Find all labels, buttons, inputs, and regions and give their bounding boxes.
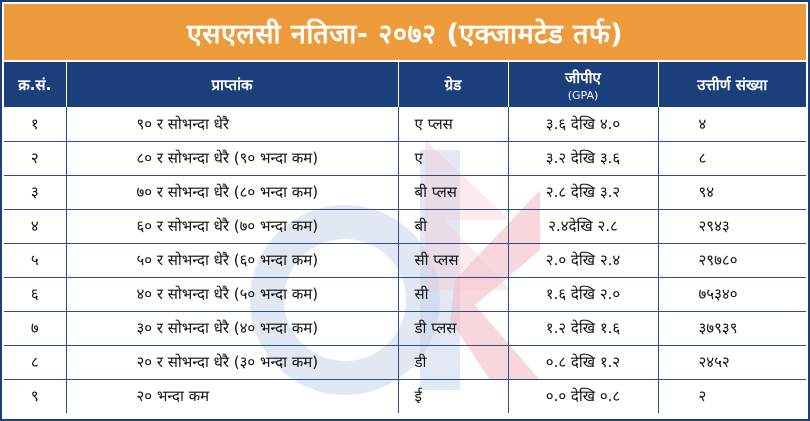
cell-grade: बी प्लस — [397, 175, 508, 210]
cell-passed: ७५३४० — [657, 277, 806, 312]
header-passed: उत्तीर्ण संख्या — [657, 62, 806, 107]
table-row: ९ २० भन्दा कम ई ०.० देखि ०.८ २ — [4, 379, 806, 413]
table-row: ४ ६० र सोभन्दा धेरै (७० भन्दा कम) बी २.४… — [4, 209, 806, 244]
table-row: ६ ४० र सोभन्दा धेरै (५० भन्दा कम) सी १.६… — [4, 277, 806, 312]
title-bar: एसएलसी नतिजा- २०७२ (एक्जामटेड तर्फ) — [4, 4, 806, 60]
cell-gpa: १.२ देखि १.६ — [507, 311, 658, 346]
cell-marks: ३० र सोभन्दा धेरै (४० भन्दा कम) — [65, 311, 398, 346]
header-marks: प्राप्तांक — [65, 62, 398, 107]
cell-grade: ई — [397, 379, 508, 413]
cell-marks: ५० र सोभन्दा धेरै (६० भन्दा कम) — [65, 243, 398, 278]
cell-gpa: ३.२ देखि ३.६ — [507, 141, 658, 176]
table-row: ८ २० र सोभन्दा धेरै (३० भन्दा कम) डी ०.८… — [4, 345, 806, 380]
page-title: एसएलसी नतिजा- २०७२ (एक्जामटेड तर्फ) — [186, 18, 624, 50]
table-row: १ ९० र सोभन्दा धेरै ए प्लस ३.६ देखि ४.० … — [4, 107, 806, 142]
cell-serial: ५ — [4, 243, 66, 278]
header-gpa: जीपीए (GPA) — [507, 62, 658, 107]
header-grade: ग्रेड — [397, 62, 508, 107]
cell-marks: २० र सोभन्दा धेरै (३० भन्दा कम) — [65, 345, 398, 380]
cell-grade: डी — [397, 345, 508, 380]
cell-marks: ८० र सोभन्दा धेरै (९० भन्दा कम) — [65, 141, 398, 176]
cell-marks: ६० र सोभन्दा धेरै (७० भन्दा कम) — [65, 209, 398, 244]
cell-passed: ९४ — [657, 175, 806, 210]
cell-serial: ८ — [4, 345, 66, 380]
cell-marks: ९० र सोभन्दा धेरै — [65, 107, 398, 142]
cell-passed: २९४३ — [657, 209, 806, 244]
cell-grade: ए प्लस — [397, 107, 508, 142]
cell-grade: डी प्लस — [397, 311, 508, 346]
cell-serial: २ — [4, 141, 66, 176]
header-gpa-sub: (GPA) — [567, 88, 599, 102]
cell-gpa: ०.८ देखि १.२ — [507, 345, 658, 380]
cell-serial: ९ — [30, 387, 39, 406]
cell-grade: सी — [397, 277, 508, 312]
cell-passed: ३७९३९ — [657, 311, 806, 346]
table-row: ३ ७० र सोभन्दा धेरै (८० भन्दा कम) बी प्ल… — [4, 175, 806, 210]
results-table: क्र.सं. प्राप्तांक ग्रेड जीपीए (GPA) उत्… — [4, 62, 806, 413]
cell-passed: २९७८० — [657, 243, 806, 278]
cell-gpa: २.४देखि २.८ — [507, 209, 658, 244]
cell-gpa: २.८ देखि ३.२ — [507, 175, 658, 210]
cell-marks: २० भन्दा कम — [65, 379, 398, 413]
cell-marks: ४० र सोभन्दा धेरै (५० भन्दा कम) — [65, 277, 398, 312]
cell-serial: १ — [4, 107, 66, 142]
cell-serial: ३ — [4, 175, 66, 210]
header-gpa-label: जीपीए — [565, 68, 601, 87]
table-row: ७ ३० र सोभन्दा धेरै (४० भन्दा कम) डी प्ल… — [4, 311, 806, 346]
cell-grade: ए — [397, 141, 508, 176]
cell-passed: ८ — [657, 141, 806, 176]
cell-passed: २४५२ — [657, 345, 806, 380]
cell-passed: ४ — [657, 107, 806, 142]
cell-serial: ४ — [4, 209, 66, 244]
cell-marks: ७० र सोभन्दा धेरै (८० भन्दा कम) — [65, 175, 398, 210]
cell-serial: ७ — [4, 311, 66, 346]
table-row: २ ८० र सोभन्दा धेरै (९० भन्दा कम) ए ३.२ … — [4, 141, 806, 176]
cell-gpa: १.६ देखि २.० — [507, 277, 658, 312]
table-row: ५ ५० र सोभन्दा धेरै (६० भन्दा कम) सी प्ल… — [4, 243, 806, 278]
cell-passed: २ — [657, 379, 806, 413]
header-serial: क्र.सं. — [4, 62, 66, 107]
cell-serial: ६ — [4, 277, 66, 312]
header-row: क्र.सं. प्राप्तांक ग्रेड जीपीए (GPA) उत्… — [4, 62, 806, 107]
cell-gpa: ०.० देखि ०.८ — [507, 379, 658, 413]
cell-grade: सी प्लस — [397, 243, 508, 278]
cell-gpa: ३.६ देखि ४.० — [507, 107, 658, 142]
cell-grade: बी — [397, 209, 508, 244]
cell-gpa: २.० देखि २.४ — [507, 243, 658, 278]
